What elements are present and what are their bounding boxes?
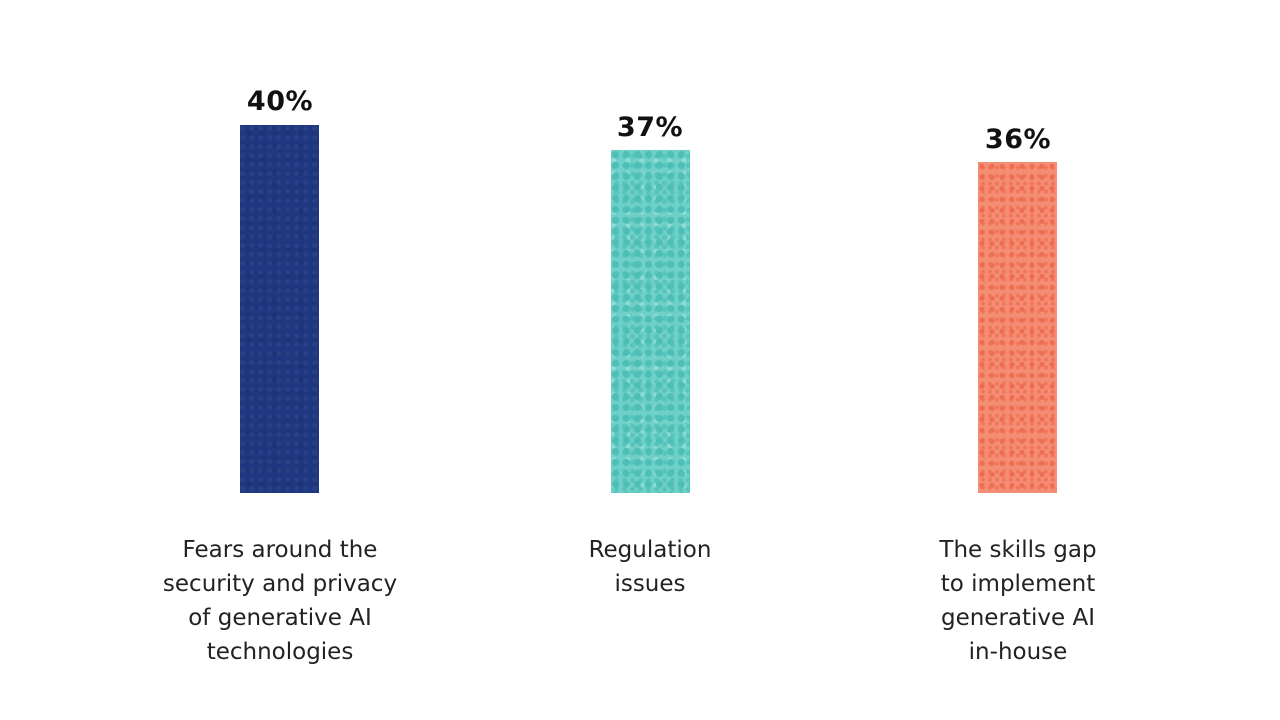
label-line: issues [614,571,686,597]
bar-group-skills-gap: 36% The skills gap to implement generati… [868,0,1168,720]
category-label: The skills gap to implement generative A… [868,533,1168,669]
label-line: Fears around the [182,537,378,563]
bar-group-security-privacy: 40% Fears around the security and privac… [130,0,430,720]
bar-skills-gap [978,162,1057,493]
category-label: Fears around the security and privacy of… [130,533,430,669]
bar-regulation [611,150,690,493]
label-line: to implement [940,571,1096,597]
bar-security-privacy [240,125,319,493]
value-label: 36% [984,124,1052,155]
bar-group-regulation: 37% Regulation issues [500,0,800,720]
label-line: generative AI [940,605,1096,631]
value-label: 37% [616,112,684,143]
label-line: security and privacy [162,571,398,597]
label-line: of generative AI [188,605,372,631]
label-line: technologies [206,639,354,665]
label-line: in-house [968,639,1068,665]
category-label: Regulation issues [500,533,800,601]
label-line: Regulation [588,537,712,563]
value-label: 40% [246,86,314,117]
label-line: The skills gap [939,537,1097,563]
